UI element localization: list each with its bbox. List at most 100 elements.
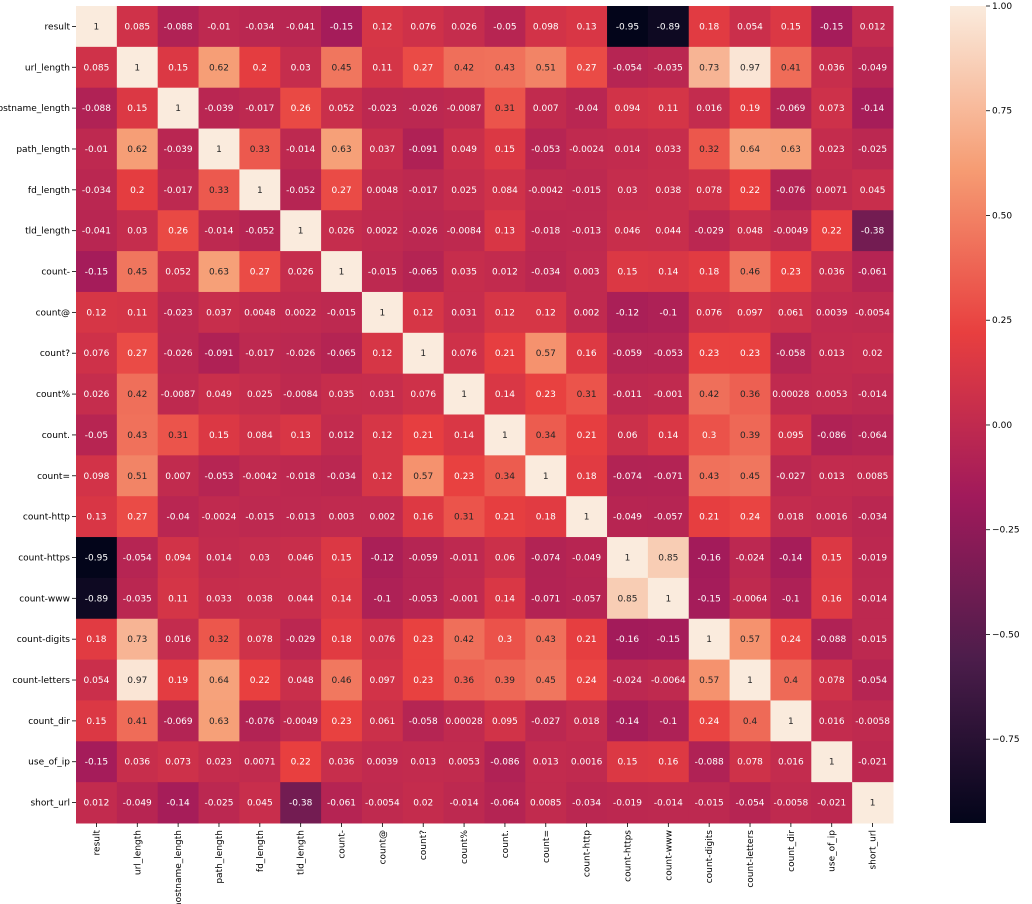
heatmap-cell	[321, 332, 363, 375]
cell-value-label: 0.097	[737, 308, 763, 318]
heatmap-cell	[402, 210, 445, 252]
cell-value-label: 1	[461, 390, 467, 400]
heatmap-cell	[811, 87, 853, 130]
heatmap-cell	[566, 210, 608, 252]
heatmap-cell	[811, 741, 853, 783]
heatmap-cell	[811, 577, 853, 620]
x-tick-label: url_length	[133, 830, 143, 875]
cell-value-label: 0.012	[492, 268, 518, 278]
heatmap-cell	[566, 251, 608, 293]
heatmap-cell	[361, 169, 404, 211]
heatmap-cell	[770, 414, 812, 456]
cell-value-label: 0.14	[495, 390, 515, 400]
cell-value-label: 0.0085	[530, 799, 562, 809]
y-tick-label: count_dir	[28, 717, 70, 727]
heatmap-cell	[770, 782, 812, 824]
y-tick-label: path_length	[16, 145, 70, 155]
heatmap-cell	[443, 332, 485, 375]
heatmap-cell	[688, 169, 731, 211]
cell-value-label: 0.31	[577, 390, 597, 400]
heatmap-cell	[239, 332, 281, 375]
heatmap-cell	[607, 455, 649, 497]
cell-value-label: 0.016	[696, 104, 722, 114]
heatmap-cell	[770, 659, 812, 701]
heatmap-cell	[811, 537, 853, 579]
heatmap-cell	[157, 496, 200, 538]
colorbar-gradient	[950, 6, 986, 823]
y-tick-label: count.	[42, 431, 70, 441]
cell-value-label: -0.95	[85, 553, 108, 563]
heatmap-cell	[198, 741, 240, 783]
cell-value-label: -0.026	[409, 227, 438, 237]
cell-value-label: 0.045	[247, 799, 273, 809]
heatmap-cell	[688, 373, 731, 415]
cell-value-label: -0.086	[490, 758, 519, 768]
cell-value-label: -0.0024	[202, 513, 237, 523]
cell-value-label: -0.026	[286, 349, 315, 359]
heatmap-cell	[116, 659, 159, 701]
cell-value-label: -0.053	[531, 145, 560, 155]
heatmap-cell	[484, 577, 526, 620]
colorbar-tick-label: −0.25	[992, 526, 1020, 536]
y-tick-label: count%	[36, 390, 70, 400]
heatmap-cell	[280, 128, 322, 170]
heatmap-cell	[852, 6, 894, 48]
cell-value-label: -0.052	[245, 227, 274, 237]
heatmap-cell	[484, 414, 526, 456]
heatmap-cell	[647, 782, 690, 824]
cell-value-label: 0.036	[329, 758, 355, 768]
heatmap-cell	[280, 537, 322, 579]
heatmap-cell	[198, 210, 240, 252]
cell-value-label: 0.26	[291, 104, 311, 114]
cell-value-label: 0.39	[495, 676, 515, 686]
heatmap-cell	[157, 251, 200, 293]
cell-value-label: 0.018	[574, 717, 600, 727]
heatmap-cell	[443, 414, 485, 456]
heatmap-cell	[116, 414, 159, 456]
heatmap-cell	[688, 741, 731, 783]
heatmap-cell	[361, 373, 404, 415]
cell-value-label: -0.0054	[855, 308, 890, 318]
cell-value-label: -0.12	[616, 308, 639, 318]
heatmap-cell	[729, 741, 771, 783]
y-tick-label: count-digits	[17, 635, 71, 645]
cell-value-label: 0.23	[699, 349, 719, 359]
heatmap-cell	[688, 659, 731, 701]
heatmap-cell	[239, 537, 281, 579]
heatmap-cell	[76, 87, 118, 130]
cell-value-label: -0.029	[695, 227, 724, 237]
cell-value-label: 0.27	[413, 63, 433, 73]
cell-value-label: -0.017	[245, 104, 274, 114]
cell-value-label: 0.054	[84, 676, 110, 686]
heatmap-cell	[770, 496, 812, 538]
x-tick-label: count-https	[623, 830, 633, 882]
cell-value-label: 0.073	[165, 758, 191, 768]
cell-value-label: -0.0087	[447, 104, 482, 114]
cell-value-label: -0.021	[858, 758, 887, 768]
cell-value-label: 1	[298, 227, 304, 237]
cell-value-label: 0.45	[332, 63, 352, 73]
cell-value-label: 0.12	[372, 431, 392, 441]
cell-value-label: 0.078	[247, 635, 273, 645]
cell-value-label: 0.098	[533, 22, 559, 32]
heatmap-cell	[607, 46, 649, 89]
cell-value-label: -0.89	[657, 22, 681, 32]
heatmap-cell	[647, 332, 690, 375]
heatmap-cell	[607, 618, 649, 661]
heatmap-cell	[76, 169, 118, 211]
cell-value-label: 0.15	[86, 717, 106, 727]
cell-value-label: 0.18	[699, 22, 719, 32]
heatmap-cell	[525, 782, 567, 824]
x-tick-label: result	[92, 830, 102, 856]
cell-value-label: 0.15	[127, 104, 147, 114]
cell-value-label: 0.052	[165, 268, 191, 278]
heatmap-cell	[321, 251, 363, 293]
cell-value-label: -0.034	[82, 186, 111, 196]
heatmap-cell	[647, 6, 690, 48]
heatmap-cell	[525, 332, 567, 375]
cell-value-label: -0.014	[204, 227, 233, 237]
cell-value-label: -0.001	[450, 594, 479, 604]
cell-value-label: -0.0058	[855, 717, 890, 727]
cell-value-label: -0.074	[613, 472, 642, 482]
cell-value-label: 0.97	[740, 63, 760, 73]
